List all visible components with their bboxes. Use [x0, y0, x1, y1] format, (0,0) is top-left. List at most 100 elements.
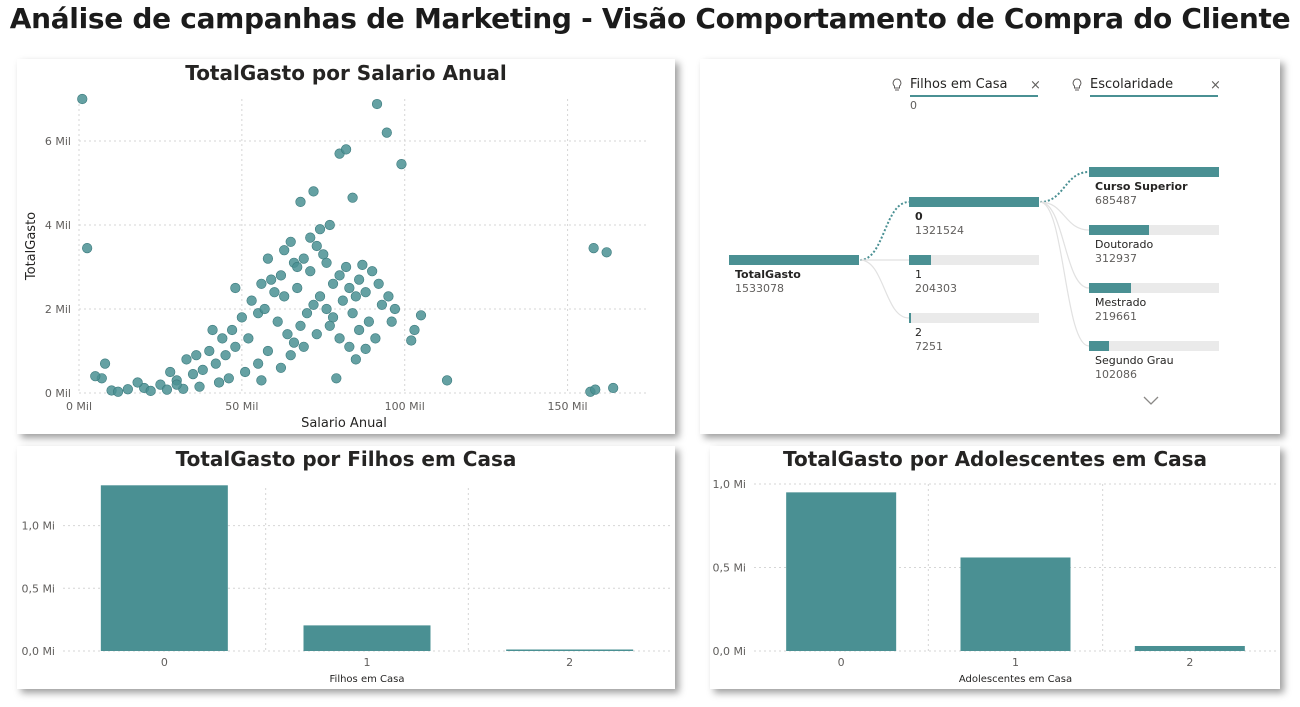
bar-adolescentes-title: TotalGasto por Adolescentes em Casa	[782, 447, 1208, 471]
scatter-point	[441, 375, 453, 386]
scatter-point	[181, 354, 192, 365]
scatter-point	[226, 324, 238, 336]
scatter-point	[275, 362, 287, 373]
connector-selected	[1039, 171, 1090, 203]
connector-selected	[859, 201, 910, 261]
scatter-point	[321, 303, 332, 315]
scatter-point	[311, 240, 322, 252]
lightbulb-icon	[1072, 78, 1082, 91]
node-label: 2	[915, 326, 922, 339]
scatter-point	[354, 274, 365, 285]
close-icon[interactable]: ×	[1210, 78, 1221, 93]
scatter-point	[82, 243, 93, 254]
bar	[960, 557, 1071, 651]
scatter-point	[415, 310, 427, 321]
scatter-point	[295, 320, 306, 331]
scatter-point	[112, 386, 124, 397]
scatter-point	[171, 379, 182, 390]
lightbulb-icon	[892, 78, 902, 91]
node-value: 312937	[1095, 252, 1137, 265]
node-track	[909, 313, 1039, 323]
scatter-point	[409, 324, 420, 336]
scatter-chart[interactable]: 0 Mil 2 Mil 4 Mil 6 Mil 0 Mil 50 Mil 100 Mil 15…	[17, 59, 675, 434]
node-value: 204303	[915, 282, 957, 295]
y-axis-title: TotalGasto	[24, 212, 39, 281]
node-label: Mestrado	[1095, 296, 1147, 309]
chevron-down-icon[interactable]	[1143, 396, 1159, 406]
scatter-point	[381, 127, 392, 138]
scatter-point	[204, 345, 215, 357]
x-tick-label: 0 Mil	[66, 400, 92, 413]
node-track	[909, 255, 1039, 265]
node-bar	[1089, 225, 1149, 235]
scatter-point	[608, 382, 619, 394]
scatter-point	[314, 291, 326, 302]
scatter-point	[383, 291, 394, 302]
scatter-point	[191, 350, 202, 361]
scatter-point	[298, 341, 309, 352]
scatter-point	[246, 295, 257, 306]
scatter-point	[259, 303, 270, 315]
scatter-point	[327, 278, 339, 289]
scatter-point	[406, 335, 417, 346]
x-tick-label: 2	[1186, 656, 1193, 669]
scatter-point	[292, 261, 303, 273]
filter-underline	[1090, 95, 1218, 97]
scatter-point	[292, 282, 303, 294]
filter-label: Escolaridade	[1090, 77, 1174, 92]
node-value: 1321524	[915, 224, 964, 237]
scatter-point	[334, 270, 345, 281]
tree-connectors	[859, 171, 1090, 347]
scatter-point	[262, 253, 274, 264]
scatter-point	[256, 375, 267, 386]
scatter-point	[194, 381, 205, 392]
y-tick-label: 6 Mil	[45, 135, 71, 148]
scatter-point	[324, 219, 335, 231]
filter-escolaridade[interactable]: Escolaridade ×	[1072, 77, 1222, 107]
scatter-point	[77, 93, 88, 105]
x-tick-label: 0	[161, 656, 168, 669]
scatter-visual[interactable]: TotalGasto por Salario Anual 0 Mil 2 Mil 4…	[17, 59, 675, 434]
scatter-point	[373, 278, 384, 289]
decomposition-tree-visual[interactable]: Filhos em Casa × 0 Escolaridade × TotalG…	[700, 59, 1280, 434]
node-track	[1089, 283, 1219, 293]
y-tick-label: 0 Mil	[45, 387, 71, 400]
scatter-point	[344, 282, 355, 294]
filter-selected-value: 0	[910, 99, 917, 112]
scatter-point	[197, 364, 208, 376]
bar	[786, 492, 897, 651]
filter-filhos-em-casa[interactable]: Filhos em Casa × 0	[892, 77, 1042, 112]
node-bar	[729, 255, 859, 265]
node-bar	[1089, 341, 1109, 351]
x-tick-label: 150 Mil	[548, 400, 588, 413]
scatter-point	[337, 295, 348, 306]
scatter-point	[386, 316, 397, 327]
y-tick-label: 0,0 Mi	[21, 645, 55, 658]
scatter-point	[340, 261, 352, 273]
node-value: 219661	[1095, 310, 1137, 323]
scatter-point	[340, 144, 352, 155]
scatter-point	[132, 377, 143, 388]
node-value: 102086	[1095, 368, 1137, 381]
node-bar	[1089, 167, 1219, 177]
bar-filhos-chart[interactable]: 0,0 Mi 0,5 Mi 1,0 Mi 0 1 2 Filhos em Casa	[17, 446, 675, 689]
scatter-point	[360, 287, 371, 298]
scatter-point	[344, 341, 355, 352]
node-value: 1533078	[735, 282, 784, 295]
scatter-point	[321, 257, 332, 268]
bar	[1134, 645, 1245, 651]
scatter-point	[347, 308, 358, 319]
bar-adolescentes-visual[interactable]: TotalGasto por Adolescentes em Casa 0,0 …	[710, 446, 1280, 689]
scatter-point	[350, 354, 361, 365]
scatter-point	[347, 192, 358, 203]
scatter-point	[376, 299, 388, 310]
scatter-point	[207, 324, 218, 336]
close-icon[interactable]: ×	[1030, 78, 1041, 93]
bar-filhos-visual[interactable]: TotalGasto por Filhos em Casa 0,0 Mi 0,5 …	[17, 446, 675, 689]
scatter-point	[350, 291, 361, 302]
scatter-point	[266, 274, 277, 285]
y-tick-label: 0,0 Mi	[712, 645, 746, 658]
bar-adolescentes-chart[interactable]: 0,0 Mi 0,5 Mi 1,0 Mi 0 1 2 Adolescentes em Cas…	[710, 446, 1280, 689]
scatter-point	[331, 373, 342, 384]
node-bar	[909, 197, 1039, 207]
